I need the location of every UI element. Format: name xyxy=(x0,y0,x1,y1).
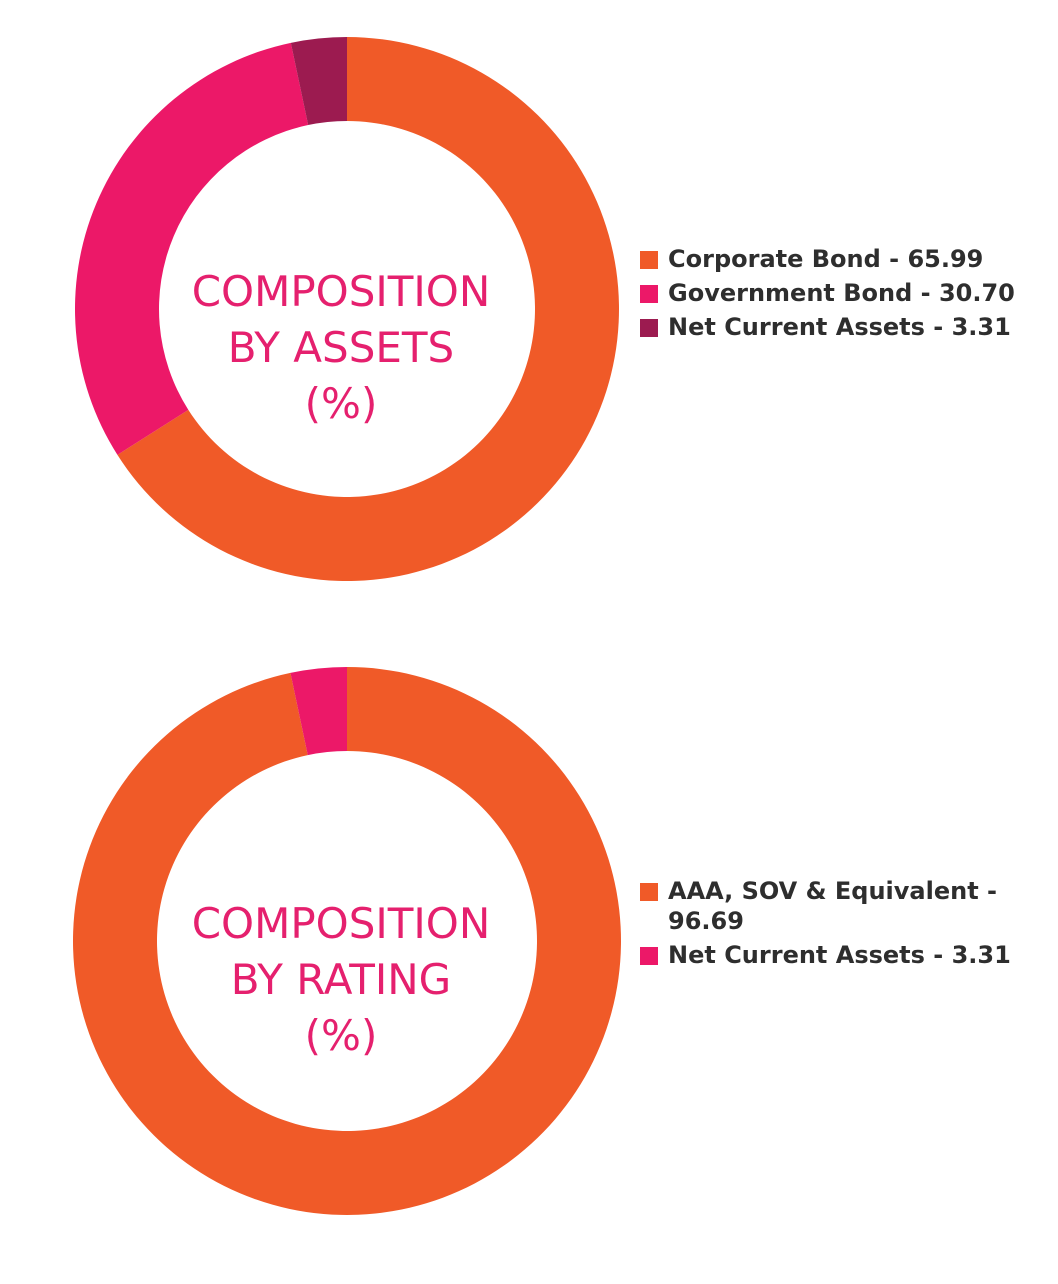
donut-chart-assets xyxy=(74,37,620,581)
legend-item: AAA, SOV & Equivalent - 96.69 xyxy=(640,876,1050,936)
legend-item: Net Current Assets - 3.31 xyxy=(640,940,1050,970)
title-line-2: BY ASSETS xyxy=(227,323,455,372)
title-line-3: (%) xyxy=(304,1011,378,1060)
legend-swatch xyxy=(640,947,658,965)
chart-legend: Corporate Bond - 65.99 Government Bond -… xyxy=(640,244,1050,346)
chart-center-title: COMPOSITION BY RATING (%) xyxy=(171,896,511,1064)
title-line-1: COMPOSITION xyxy=(191,899,491,948)
legend-label: Net Current Assets - 3.31 xyxy=(668,313,1011,341)
donut-slice-corporate-bond xyxy=(117,37,620,581)
legend-swatch xyxy=(640,883,658,901)
legend-item: Net Current Assets - 3.31 xyxy=(640,312,1050,342)
legend-item: Corporate Bond - 65.99 xyxy=(640,244,1050,274)
chart-legend: AAA, SOV & Equivalent - 96.69 Net Curren… xyxy=(640,876,1050,974)
chart-composition-by-assets: COMPOSITION BY ASSETS (%) Corporate Bond… xyxy=(0,0,1058,620)
donut-slice-net-current-assets xyxy=(290,667,347,756)
donut-slice-net-current-assets xyxy=(290,37,347,126)
legend-swatch xyxy=(640,319,658,337)
legend-label: Corporate Bond - 65.99 xyxy=(668,245,984,273)
legend-swatch xyxy=(640,251,658,269)
title-line-2: BY RATING xyxy=(230,955,452,1004)
legend-item: Government Bond - 30.70 xyxy=(640,278,1050,308)
title-line-3: (%) xyxy=(304,379,378,428)
donut-chart-rating xyxy=(72,667,621,1215)
legend-label: Net Current Assets - 3.31 xyxy=(668,941,1011,969)
chart-composition-by-rating: COMPOSITION BY RATING (%) AAA, SOV & Equ… xyxy=(0,632,1058,1284)
legend-label: AAA, SOV & Equivalent - 96.69 xyxy=(668,877,998,935)
title-line-1: COMPOSITION xyxy=(191,267,491,316)
chart-center-title: COMPOSITION BY ASSETS (%) xyxy=(171,264,511,432)
legend-swatch xyxy=(640,285,658,303)
legend-label: Government Bond - 30.70 xyxy=(668,279,1015,307)
donut-slice-government-bond xyxy=(74,42,309,455)
donut-slice-aaa-sov-equivalent xyxy=(72,667,621,1215)
